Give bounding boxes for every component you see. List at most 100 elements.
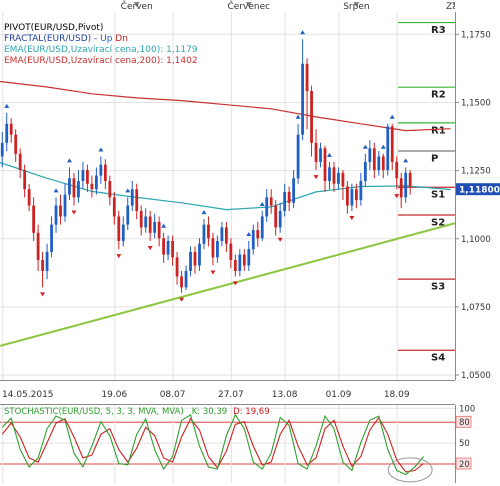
candle-body: [390, 126, 394, 162]
stochastic-level-badge: [455, 457, 472, 470]
date-label: 13.08: [272, 390, 298, 400]
fractal-up-marker: [201, 210, 207, 215]
date-label: 18.09: [384, 390, 410, 400]
stochastic-axis: 100 80 50 20: [455, 404, 475, 470]
candle-body: [0, 142, 4, 157]
fractal-up-marker: [380, 144, 386, 149]
stochastic-level-badge: [455, 415, 472, 428]
fractal-up-marker: [66, 158, 72, 163]
fractal-down-marker: [232, 281, 238, 286]
candle-body: [202, 224, 206, 244]
candle-body: [36, 232, 40, 261]
ema100-line: [0, 161, 451, 211]
fractal-up-marker: [4, 103, 10, 108]
fractal-down-marker: [349, 215, 355, 220]
candle-body: [269, 197, 273, 206]
candle-body: [175, 257, 179, 277]
candle-body: [207, 224, 210, 239]
candle-body: [292, 178, 296, 203]
candle-body: [77, 181, 80, 198]
candle-body: [193, 251, 197, 266]
candle-body: [99, 164, 103, 176]
fractal-down-marker: [116, 254, 122, 259]
date-label: 19.06: [101, 390, 127, 400]
candle-body: [346, 186, 349, 206]
fractal-down-marker: [313, 175, 319, 180]
fractal-up-marker: [300, 30, 306, 35]
candle-body: [135, 189, 139, 211]
fractal-up-marker: [161, 223, 167, 228]
candle-body: [381, 156, 385, 171]
candle-body: [332, 167, 336, 184]
fractal-up-marker: [326, 152, 332, 157]
candle-body: [404, 172, 408, 198]
candle-body: [224, 227, 228, 244]
candle-body: [337, 172, 340, 184]
fractal-down-marker: [277, 237, 283, 242]
fractal-down-marker: [71, 210, 77, 215]
candle-body: [287, 191, 291, 203]
candle-body: [305, 63, 309, 92]
candle-body: [229, 243, 233, 261]
candle-body: [148, 216, 152, 233]
candle-body: [314, 142, 318, 162]
candle-body: [162, 238, 166, 255]
price-axis-label: 1,0500: [461, 371, 491, 381]
price-axis-label: 1,1250: [461, 167, 491, 177]
candle-body: [310, 91, 313, 143]
candle-body: [319, 148, 322, 162]
candle-body: [50, 224, 53, 252]
candle-body: [220, 227, 224, 241]
candle-body: [395, 161, 399, 179]
stochastic-axis-label: 50: [459, 439, 470, 449]
candle-body: [328, 167, 331, 182]
candle-body: [341, 172, 345, 187]
fractal-down-marker: [179, 297, 185, 302]
candle-body: [189, 251, 192, 271]
candle-body: [184, 270, 188, 288]
price-axis-label: 1,1750: [461, 30, 491, 40]
stochastic-series: [1, 413, 425, 476]
stochastic-k-value: K: 30,39: [192, 407, 227, 417]
pivot-label-r3: R3: [431, 25, 446, 36]
candle-body: [211, 238, 215, 258]
fractal-down-marker: [394, 194, 400, 199]
candle-body: [350, 189, 354, 206]
fractal-down-marker: [147, 245, 153, 250]
candle-body: [144, 216, 148, 228]
candle-body: [171, 240, 174, 258]
candle-body: [23, 170, 27, 190]
candle-body: [301, 63, 304, 135]
pivot-label-p: P: [431, 153, 438, 164]
candle-body: [216, 240, 219, 258]
candle-body: [363, 161, 367, 182]
price-axis-label: 1,0750: [461, 303, 491, 313]
candle-body: [377, 156, 381, 171]
fractal-down-marker: [210, 270, 216, 275]
price-axis-label: 1,1500: [461, 98, 491, 108]
fractal-up-marker: [246, 231, 252, 236]
candle-body: [81, 170, 85, 182]
date-label: 08.07: [160, 390, 186, 400]
highlight-ellipse: [387, 457, 433, 483]
fractal-up-marker: [362, 144, 368, 149]
stochastic-d-value: D: 19,69: [233, 407, 269, 417]
stochastic-k-line: [1, 413, 425, 476]
price-plot-area: [0, 12, 455, 380]
candle-body: [27, 189, 31, 206]
candle-body: [32, 205, 36, 233]
fractal-up-marker: [98, 147, 104, 152]
candle-body: [238, 254, 242, 271]
candle-body: [153, 221, 157, 233]
fractal-up-marker: [295, 114, 301, 119]
candle-body: [242, 254, 246, 266]
candle-body: [278, 210, 282, 228]
pivot-label-s3: S3: [431, 282, 445, 293]
candle-body: [386, 126, 390, 171]
month-label: Červen: [121, 0, 153, 12]
trendline-group: [0, 222, 455, 347]
candle-body: [256, 230, 260, 239]
current-price-label: 1,11800: [459, 186, 500, 196]
candle-body: [112, 197, 116, 217]
